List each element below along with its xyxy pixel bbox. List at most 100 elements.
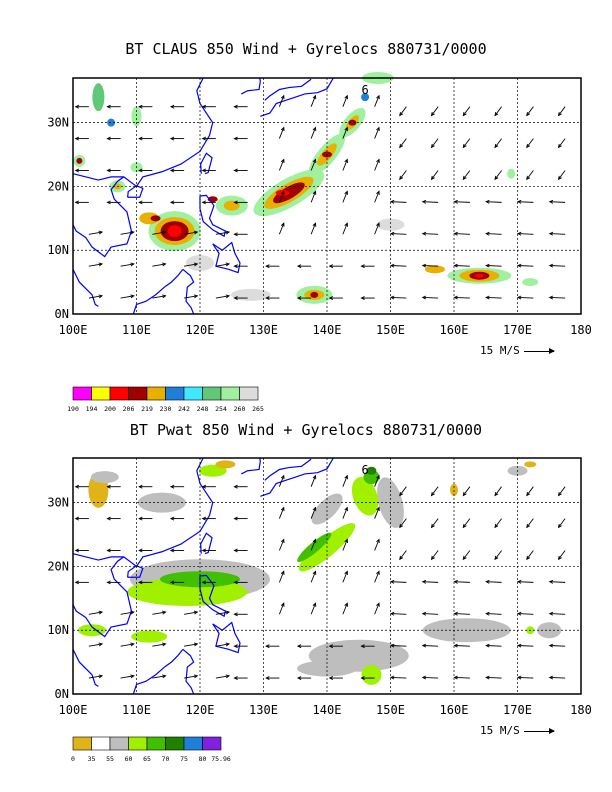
wind-arrow-shaft xyxy=(517,265,534,267)
wind-arrow xyxy=(106,168,121,173)
wind-arrow xyxy=(201,548,216,553)
wind-arrow-head xyxy=(462,523,467,529)
wind-arrow xyxy=(328,676,343,680)
shaded-field xyxy=(73,72,539,304)
wind-arrow-head xyxy=(389,579,395,584)
wind-arrow xyxy=(453,579,470,584)
wind-arrow-head xyxy=(453,199,458,204)
wind-arrow xyxy=(201,136,216,141)
wind-arrow-shaft xyxy=(278,127,285,139)
wind-arrow xyxy=(106,516,121,521)
wind-arrow-shaft xyxy=(399,518,407,528)
wind-arrow-head xyxy=(265,296,270,300)
wind-arrow-shaft xyxy=(422,676,439,679)
wind-arrow-shaft xyxy=(431,486,439,496)
coastline xyxy=(260,457,334,497)
wind-arrow xyxy=(169,136,185,141)
colorbar-swatch xyxy=(72,386,92,401)
wind-arrow-head xyxy=(376,570,380,575)
coastline xyxy=(264,78,312,101)
wind-arrow xyxy=(430,486,439,497)
colorbar-label: 260 xyxy=(234,405,246,413)
wind-arrow xyxy=(169,200,185,205)
wind-arrow xyxy=(557,170,566,181)
wind-arrow-head xyxy=(296,644,302,649)
wind-arrow xyxy=(278,126,285,139)
wind-arrow-shaft xyxy=(215,675,230,679)
wind-arrow xyxy=(120,262,135,267)
wind-arrow xyxy=(215,610,231,615)
colorbar-label: 206 xyxy=(123,405,135,413)
wind-arrow-shaft xyxy=(494,550,502,560)
wind-arrow xyxy=(494,486,502,497)
wind-arrow-head xyxy=(106,136,111,141)
wind-arrow-head xyxy=(130,294,135,299)
wind-arrow xyxy=(233,200,248,205)
wind-arrow-head xyxy=(421,675,427,680)
wind-arrow xyxy=(548,675,566,680)
wind-arrow xyxy=(201,484,216,489)
pwat-colorbar: 0 35 55 60 65 70 75 80 75.96 xyxy=(71,736,231,763)
wind-arrow xyxy=(342,190,348,203)
wind-arrow-head xyxy=(389,643,395,648)
field-contour xyxy=(90,471,119,484)
wind-arrow-head xyxy=(421,231,427,236)
coastline xyxy=(132,268,184,315)
wind-arrow xyxy=(485,579,502,584)
wind-arrow-head xyxy=(106,484,111,489)
wind-arrow-head xyxy=(280,190,285,195)
wind-arrow xyxy=(120,230,135,235)
wind-arrow-shaft xyxy=(494,106,502,116)
wind-arrow xyxy=(106,104,121,109)
wind-arrow xyxy=(374,190,380,203)
shaded-field xyxy=(78,460,562,685)
wind-arrow-head xyxy=(360,676,365,680)
wind-arrow-shaft xyxy=(422,233,439,235)
field-contour xyxy=(361,93,370,102)
wind-arrow xyxy=(310,94,317,107)
wind-arrow xyxy=(389,579,407,584)
wind-arrow-head xyxy=(421,643,427,648)
wind-arrow-head xyxy=(280,126,285,132)
wind-arrow-shaft xyxy=(486,233,502,235)
latitude-tick-label: 0N xyxy=(55,307,69,321)
wind-arrow-shaft xyxy=(120,611,134,615)
wind-arrow-head xyxy=(516,579,522,584)
longitude-tick-label: 110E xyxy=(122,323,151,337)
wind-arrow xyxy=(494,106,502,117)
wind-arrow xyxy=(138,168,153,173)
wind-arrow-shaft xyxy=(390,265,407,267)
wind-arrow xyxy=(310,602,317,615)
longitude-tick-label: 120E xyxy=(186,703,215,717)
wind-arrow-head xyxy=(98,674,104,679)
wind-arrow xyxy=(430,550,439,561)
field-contour xyxy=(522,278,539,287)
wind-arrow xyxy=(389,231,407,236)
wind-arrow-head xyxy=(312,158,317,164)
wind-arrow-head xyxy=(296,296,302,300)
wind-arrow xyxy=(184,642,199,647)
wind-arrow xyxy=(430,170,439,181)
wind-arrow-head xyxy=(280,222,285,227)
wind-arrow-head xyxy=(344,94,348,100)
coastline xyxy=(127,565,144,578)
field-contour xyxy=(107,118,116,127)
colorbar-label: 55 xyxy=(106,755,114,763)
wind-arrow xyxy=(74,580,89,585)
wind-arrow xyxy=(516,579,534,584)
wind-arrow-head xyxy=(312,570,317,575)
wind-arrow-shaft xyxy=(486,201,502,203)
wind-arrow xyxy=(516,231,534,236)
wind-arrow-head xyxy=(233,612,238,617)
wind-arrow xyxy=(74,200,89,205)
colorbar-label: 80 xyxy=(199,755,207,763)
wind-arrow-shaft xyxy=(278,191,285,203)
wind-arrow-shaft xyxy=(399,486,407,496)
colorbar-label: 230 xyxy=(160,405,172,413)
wind-arrow xyxy=(374,506,380,519)
wind-arrow xyxy=(516,611,534,616)
wind-arrow-shaft xyxy=(88,675,103,679)
wind-arrow xyxy=(296,644,312,649)
wind-arrow-shaft xyxy=(494,518,502,528)
wind-arrow-shaft xyxy=(462,170,471,180)
